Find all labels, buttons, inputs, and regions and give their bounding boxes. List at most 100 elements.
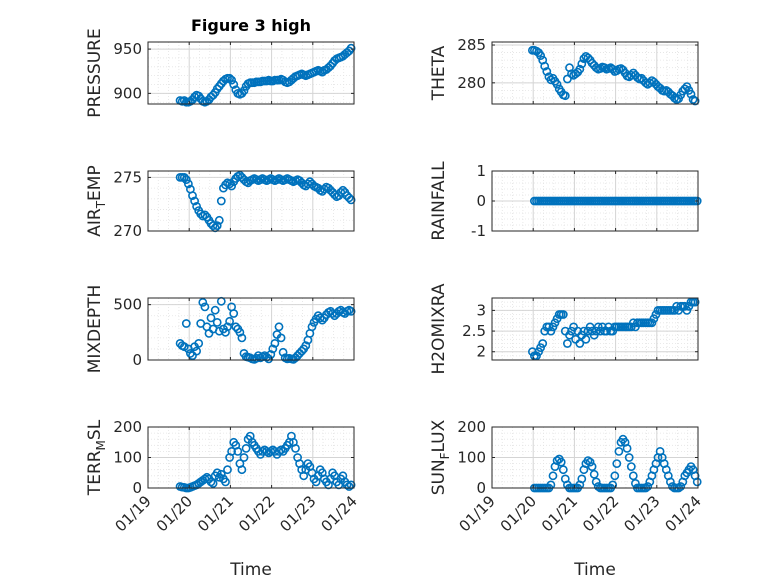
figure-title: Figure 3 high <box>191 16 311 35</box>
data-point <box>589 330 599 340</box>
data-point <box>319 184 329 194</box>
data-point <box>276 445 286 455</box>
data-point <box>206 313 216 323</box>
y-tick-label: 0 <box>132 351 142 369</box>
data-point <box>346 43 356 53</box>
data-point <box>624 453 634 462</box>
data-point <box>565 330 574 340</box>
y-axis-label: RAINFALL <box>429 161 449 241</box>
data-point <box>179 172 189 182</box>
data-point <box>266 350 276 359</box>
series-theta <box>528 45 700 106</box>
data-point <box>556 457 566 467</box>
data-point <box>338 185 348 195</box>
x-tick-label: 01/22 <box>235 492 278 535</box>
data-point <box>534 347 543 357</box>
data-point <box>538 339 548 348</box>
x-axis-label-right: Time <box>573 560 616 580</box>
data-point <box>278 347 288 357</box>
data-point <box>567 326 576 336</box>
y-tick-label: 200 <box>113 418 142 436</box>
data-point <box>264 354 274 364</box>
x-tick-label: 01/23 <box>276 492 319 535</box>
x-tick-label: 01/21 <box>538 492 581 535</box>
data-point <box>268 344 278 354</box>
data-point <box>583 53 593 63</box>
panel-rainfall: -1 0 1 RAINFALL <box>429 161 702 241</box>
data-point <box>668 482 677 491</box>
data-point <box>591 477 601 487</box>
data-point <box>575 64 585 74</box>
data-point <box>208 221 218 230</box>
series-pressure <box>175 43 356 107</box>
data-point <box>600 63 609 73</box>
data-point <box>212 317 222 327</box>
axes-box <box>147 297 355 361</box>
data-point <box>587 462 597 471</box>
data-point <box>593 322 603 332</box>
data-point <box>344 193 354 203</box>
data-point <box>276 333 286 343</box>
panel-mixdepth: 0 500 MIXDEPTH <box>85 285 356 373</box>
data-point <box>626 462 636 471</box>
axes-box <box>491 297 699 361</box>
data-point <box>216 469 226 479</box>
data-point <box>223 322 232 332</box>
data-point <box>692 196 702 206</box>
y-axis-label: PRESSURE <box>85 28 105 117</box>
data-point <box>666 477 675 487</box>
data-point <box>688 95 698 104</box>
axes-box <box>147 170 355 232</box>
data-point <box>194 338 204 348</box>
y-tick-label: 3 <box>476 301 486 319</box>
data-point <box>560 91 570 101</box>
data-point <box>216 296 226 306</box>
data-point <box>227 75 236 85</box>
data-point <box>577 474 587 484</box>
y-tick-label: 500 <box>113 296 142 314</box>
data-point <box>690 96 700 106</box>
data-point <box>235 327 245 337</box>
data-point <box>291 443 300 453</box>
data-point <box>227 181 236 191</box>
data-point <box>577 59 587 69</box>
data-point <box>536 51 545 60</box>
data-point <box>575 339 585 348</box>
data-point <box>221 327 230 337</box>
data-point <box>612 459 622 468</box>
y-axis-label: TERRMSL <box>85 419 108 496</box>
data-point <box>214 215 224 225</box>
data-point <box>546 326 556 336</box>
data-point <box>344 482 354 491</box>
data-point <box>548 471 558 481</box>
y-axis-label: AIRTEMP <box>85 165 108 236</box>
data-point <box>231 322 241 332</box>
data-point <box>558 310 568 319</box>
data-point <box>558 465 568 475</box>
series-rainfall <box>530 196 702 206</box>
data-point <box>643 482 653 491</box>
data-point <box>317 315 327 325</box>
data-point <box>346 306 356 316</box>
series-air-temp <box>175 170 356 233</box>
data-point <box>540 61 550 71</box>
x-tick-label: 01/23 <box>620 492 663 535</box>
y-tick-label: 900 <box>113 84 142 102</box>
y-tick-label: 1 <box>476 162 486 180</box>
data-point <box>596 326 605 336</box>
y-tick-label: 275 <box>113 168 142 186</box>
y-axis-label: SUNFLUX <box>429 419 452 495</box>
data-point <box>210 305 220 315</box>
x-tick-label: 01/19 <box>112 492 155 535</box>
data-point <box>204 328 214 338</box>
data-point <box>686 89 696 99</box>
data-point <box>200 302 210 312</box>
axes-box <box>147 41 355 105</box>
data-point <box>585 322 595 332</box>
data-point <box>563 339 572 348</box>
data-point <box>676 482 686 491</box>
x-tick-label: 01/19 <box>456 492 499 535</box>
data-point <box>183 179 193 189</box>
data-point <box>548 322 558 332</box>
data-point <box>589 469 599 479</box>
